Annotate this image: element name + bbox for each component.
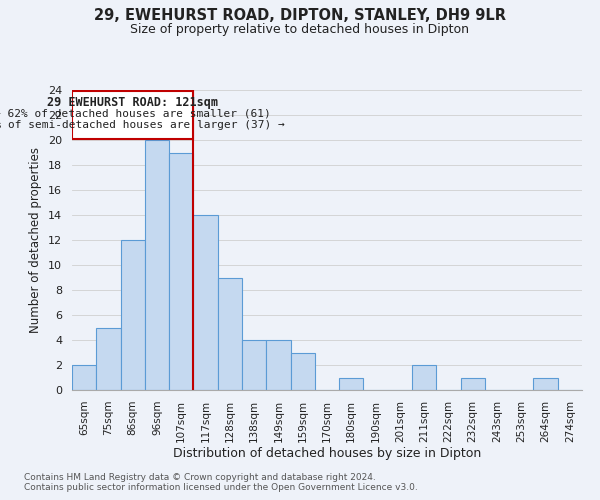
Text: 29 EWEHURST ROAD: 121sqm: 29 EWEHURST ROAD: 121sqm: [47, 96, 218, 110]
Bar: [412, 365, 436, 390]
Bar: [461, 378, 485, 390]
Bar: [339, 378, 364, 390]
FancyBboxPatch shape: [72, 90, 193, 138]
Text: ← 62% of detached houses are smaller (61): ← 62% of detached houses are smaller (61…: [0, 108, 271, 118]
Bar: [290, 352, 315, 390]
Bar: [193, 215, 218, 390]
Bar: [242, 340, 266, 390]
Bar: [169, 152, 193, 390]
Text: 38% of semi-detached houses are larger (37) →: 38% of semi-detached houses are larger (…: [0, 120, 284, 130]
Text: Contains public sector information licensed under the Open Government Licence v3: Contains public sector information licen…: [24, 484, 418, 492]
Bar: [266, 340, 290, 390]
Text: Distribution of detached houses by size in Dipton: Distribution of detached houses by size …: [173, 448, 481, 460]
Bar: [218, 278, 242, 390]
Y-axis label: Number of detached properties: Number of detached properties: [29, 147, 43, 333]
Text: 29, EWEHURST ROAD, DIPTON, STANLEY, DH9 9LR: 29, EWEHURST ROAD, DIPTON, STANLEY, DH9 …: [94, 8, 506, 22]
Bar: [145, 140, 169, 390]
Bar: [121, 240, 145, 390]
Bar: [72, 365, 96, 390]
Text: Contains HM Land Registry data © Crown copyright and database right 2024.: Contains HM Land Registry data © Crown c…: [24, 472, 376, 482]
Bar: [533, 378, 558, 390]
Bar: [96, 328, 121, 390]
Text: Size of property relative to detached houses in Dipton: Size of property relative to detached ho…: [131, 22, 470, 36]
